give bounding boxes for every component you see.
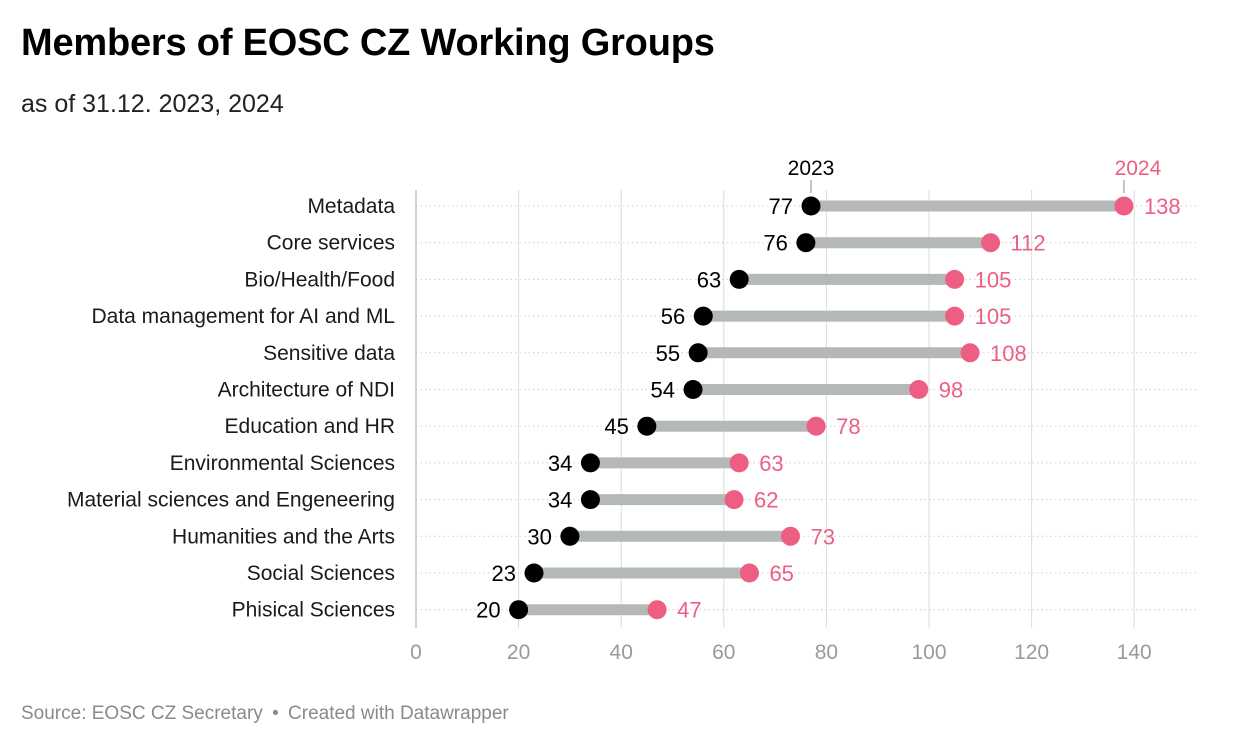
x-tick-label: 120 <box>1014 641 1049 664</box>
value-label-2023: 77 <box>769 194 793 219</box>
dot-2023 <box>688 343 708 363</box>
value-label-2023: 34 <box>548 488 572 513</box>
table-row: Humanities and the Arts 30 73 <box>172 524 835 549</box>
x-tick-label: 20 <box>507 641 530 664</box>
dot-2024 <box>780 526 800 546</box>
dot-2023 <box>560 526 580 546</box>
table-row: Social Sciences 23 65 <box>247 561 794 586</box>
dumbbell-chart: 0 20 40 60 80 100 120 140 2023 2024 Metadata 77 13… <box>67 157 1196 664</box>
dot-2024 <box>981 233 1001 253</box>
x-tick-label: 0 <box>410 641 422 664</box>
x-axis-tick-labels: 0 20 40 60 80 100 120 140 <box>410 641 1152 664</box>
dot-2024 <box>806 416 826 436</box>
series-legend: 2023 2024 <box>788 157 1162 193</box>
dot-2024 <box>945 306 965 326</box>
table-row: Material sciences and Engeneering 34 62 <box>67 488 779 513</box>
credit-note: Created with Datawrapper <box>288 703 509 724</box>
x-tick-label: 60 <box>712 641 735 664</box>
value-label-2024: 138 <box>1144 194 1181 219</box>
value-label-2024: 65 <box>769 561 793 586</box>
table-row: Phisical Sciences 20 47 <box>232 598 702 623</box>
category-label: Sensitive data <box>263 342 395 365</box>
category-label: Bio/Health/Food <box>244 268 395 291</box>
dot-2023 <box>693 306 713 326</box>
dot-2024 <box>960 343 980 363</box>
table-row: Architecture of NDI 54 98 <box>218 378 964 403</box>
table-row: Environmental Sciences 34 63 <box>170 451 784 476</box>
value-label-2024: 98 <box>939 378 963 403</box>
table-row: Sensitive data 55 108 <box>263 341 1027 366</box>
chart-title: Members of EOSC CZ Working Groups <box>21 22 715 64</box>
value-label-2024: 63 <box>759 451 783 476</box>
dot-2023 <box>801 196 821 216</box>
x-tick-label: 140 <box>1117 641 1152 664</box>
dot-2024 <box>724 490 744 510</box>
value-label-2023: 23 <box>492 561 516 586</box>
dot-2023 <box>683 380 703 399</box>
table-row: Data management for AI and ML 56 105 <box>91 304 1011 329</box>
legend-label-2023: 2023 <box>788 157 835 180</box>
category-label: Architecture of NDI <box>218 379 395 402</box>
legend-label-2024: 2024 <box>1115 157 1162 180</box>
value-label-2023: 56 <box>661 304 685 329</box>
table-row: Metadata 77 138 <box>307 194 1180 219</box>
dot-2024 <box>729 453 749 473</box>
category-label: Environmental Sciences <box>170 452 395 475</box>
dot-2023 <box>729 269 749 289</box>
chart-subtitle: as of 31.12. 2023, 2024 <box>21 90 284 118</box>
value-label-2024: 73 <box>810 524 834 549</box>
value-label-2023: 55 <box>656 341 680 366</box>
value-label-2024: 108 <box>990 341 1027 366</box>
value-label-2023: 76 <box>763 231 787 256</box>
value-label-2023: 34 <box>548 451 572 476</box>
value-label-2024: 105 <box>975 267 1012 292</box>
value-label-2023: 30 <box>527 524 551 549</box>
dot-2024 <box>1114 196 1134 216</box>
value-label-2024: 62 <box>754 488 778 513</box>
category-label: Humanities and the Arts <box>172 525 395 548</box>
dot-2024 <box>647 600 667 620</box>
value-label-2024: 47 <box>677 598 701 623</box>
category-label: Material sciences and Engeneering <box>67 489 395 512</box>
value-label-2024: 112 <box>1011 231 1046 256</box>
chart-footer: Source: EOSC CZ Secretary • Created with… <box>21 703 509 725</box>
x-tick-label: 80 <box>815 641 838 664</box>
value-label-2023: 20 <box>476 598 500 623</box>
dot-2023 <box>580 453 600 473</box>
value-label-2023: 63 <box>697 267 721 292</box>
category-label: Data management for AI and ML <box>91 305 395 328</box>
dot-2023 <box>524 563 544 583</box>
table-row: Core services 76 112 <box>267 231 1046 256</box>
x-tick-label: 40 <box>610 641 633 664</box>
category-label: Core services <box>267 232 395 255</box>
dot-2023 <box>637 416 657 436</box>
dot-2024 <box>739 563 759 583</box>
category-label: Metadata <box>307 195 395 218</box>
footer-separator: • <box>272 703 279 724</box>
grid-layer <box>415 190 1196 628</box>
source-note: Source: EOSC CZ Secretary <box>21 703 263 724</box>
table-row: Bio/Health/Food 63 105 <box>244 267 1011 292</box>
value-label-2024: 78 <box>836 414 860 439</box>
value-label-2024: 105 <box>975 304 1012 329</box>
value-label-2023: 54 <box>651 378 675 403</box>
value-label-2023: 45 <box>604 414 628 439</box>
table-row: Education and HR 45 78 <box>225 414 861 439</box>
category-label: Education and HR <box>225 415 395 438</box>
dot-2023 <box>509 600 529 620</box>
dot-2023 <box>796 233 816 253</box>
category-label: Social Sciences <box>247 562 395 585</box>
dot-2024 <box>945 269 965 289</box>
category-label: Phisical Sciences <box>232 599 395 622</box>
dot-2024 <box>909 380 929 399</box>
dot-2023 <box>580 490 600 510</box>
x-tick-label: 100 <box>911 641 946 664</box>
